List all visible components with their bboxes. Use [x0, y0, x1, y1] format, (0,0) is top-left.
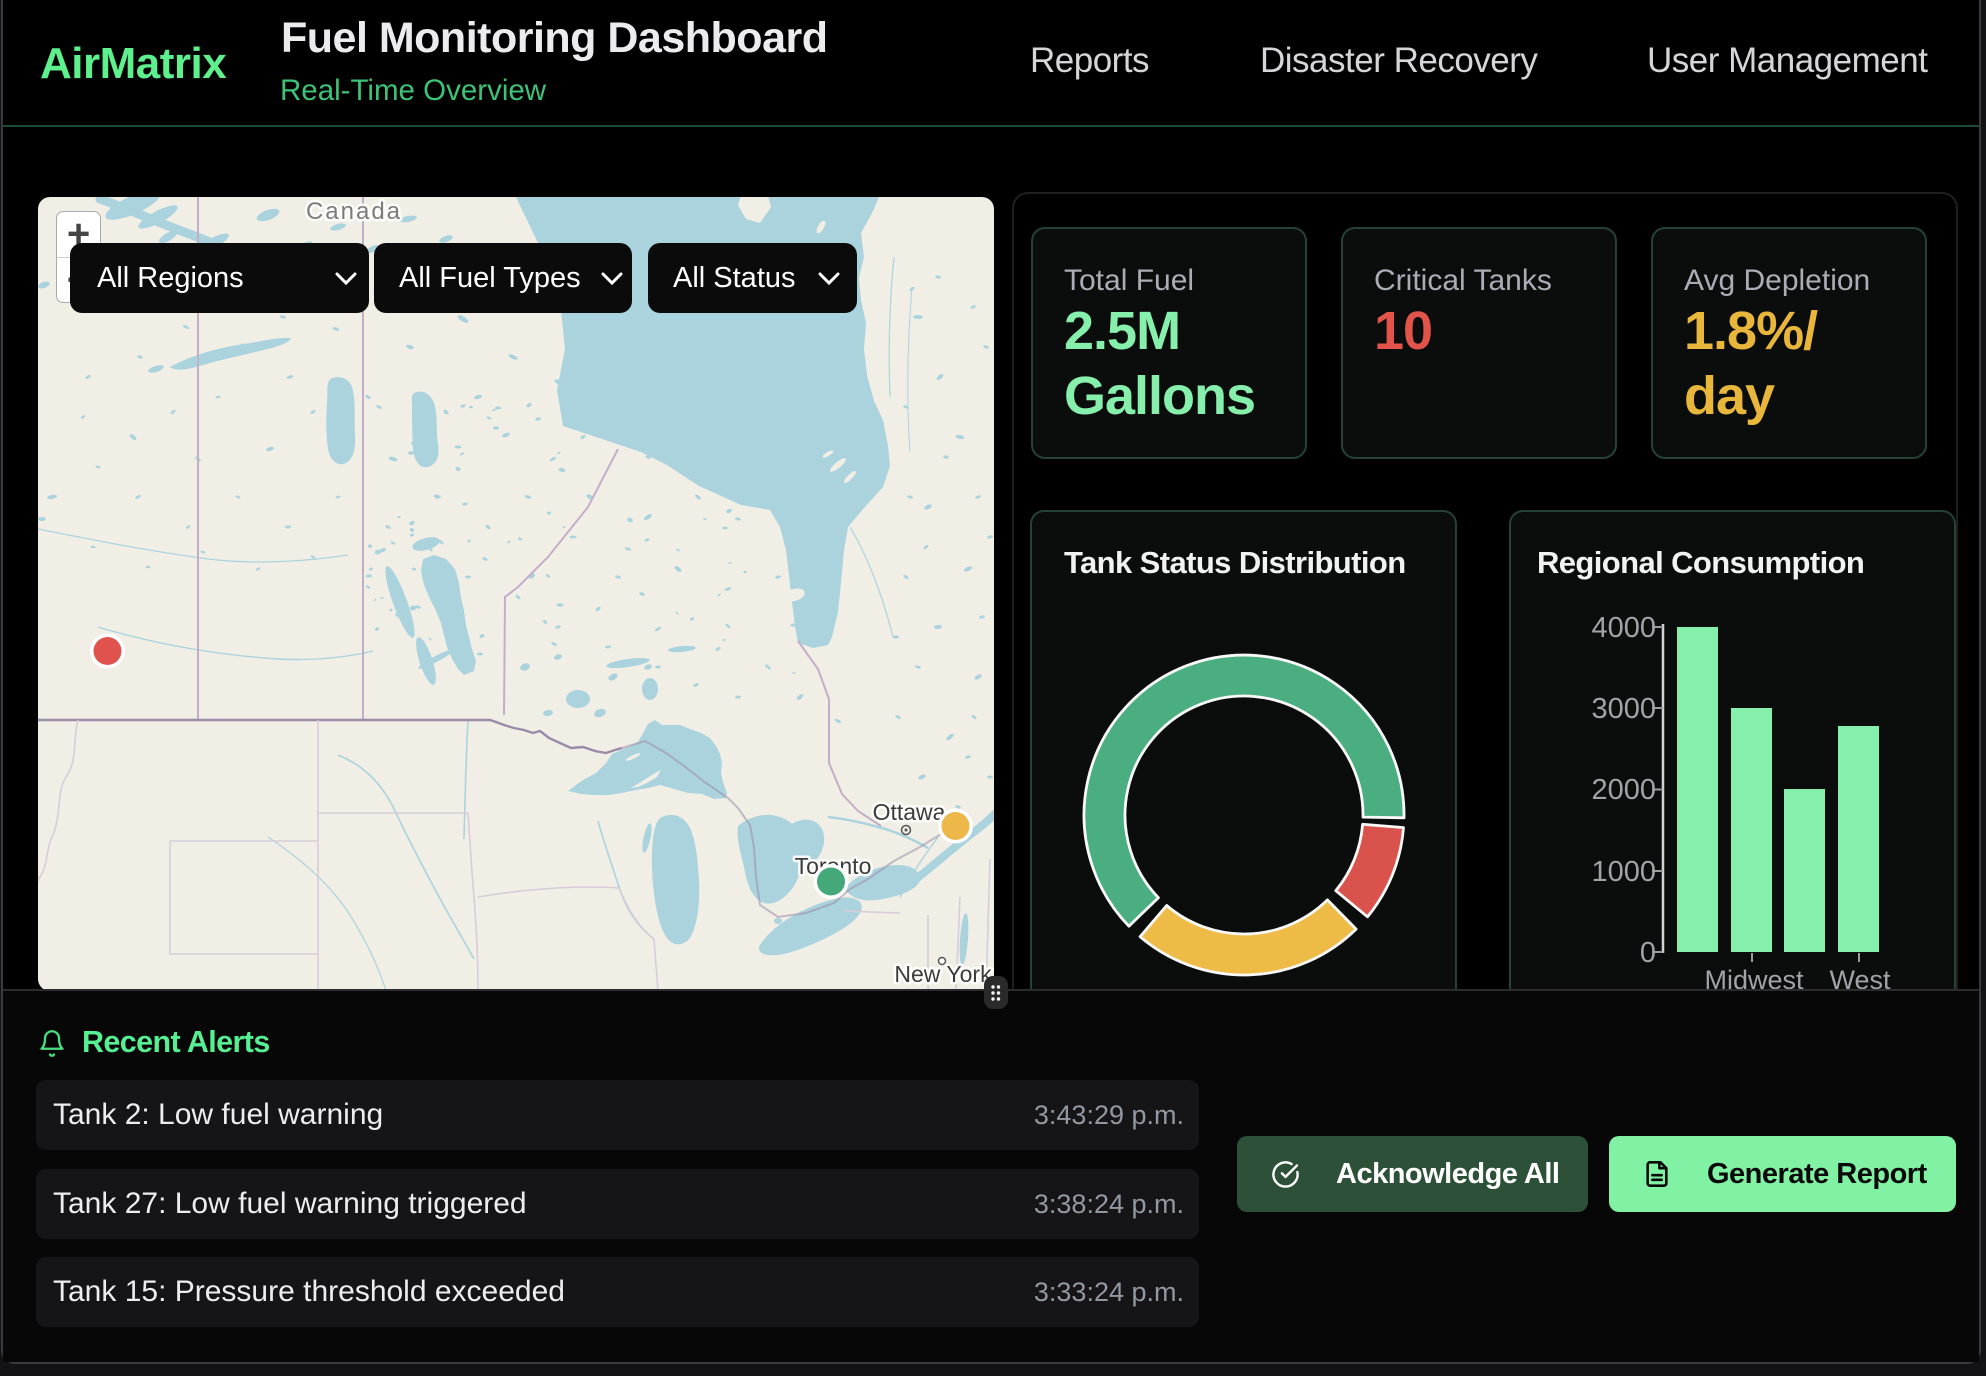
svg-text:New York: New York	[894, 961, 992, 987]
svg-text:Canada: Canada	[306, 198, 402, 225]
svg-text:4000: 4000	[1591, 612, 1656, 644]
svg-text:3000: 3000	[1591, 693, 1656, 725]
svg-text:1000: 1000	[1591, 856, 1656, 888]
svg-text:Canada: Canada	[306, 198, 402, 225]
svg-text:Ottawa: Ottawa	[873, 799, 946, 825]
svg-text:Ottawa: Ottawa	[873, 799, 946, 825]
svg-text:2000: 2000	[1591, 774, 1656, 806]
svg-text:0: 0	[1640, 937, 1656, 969]
